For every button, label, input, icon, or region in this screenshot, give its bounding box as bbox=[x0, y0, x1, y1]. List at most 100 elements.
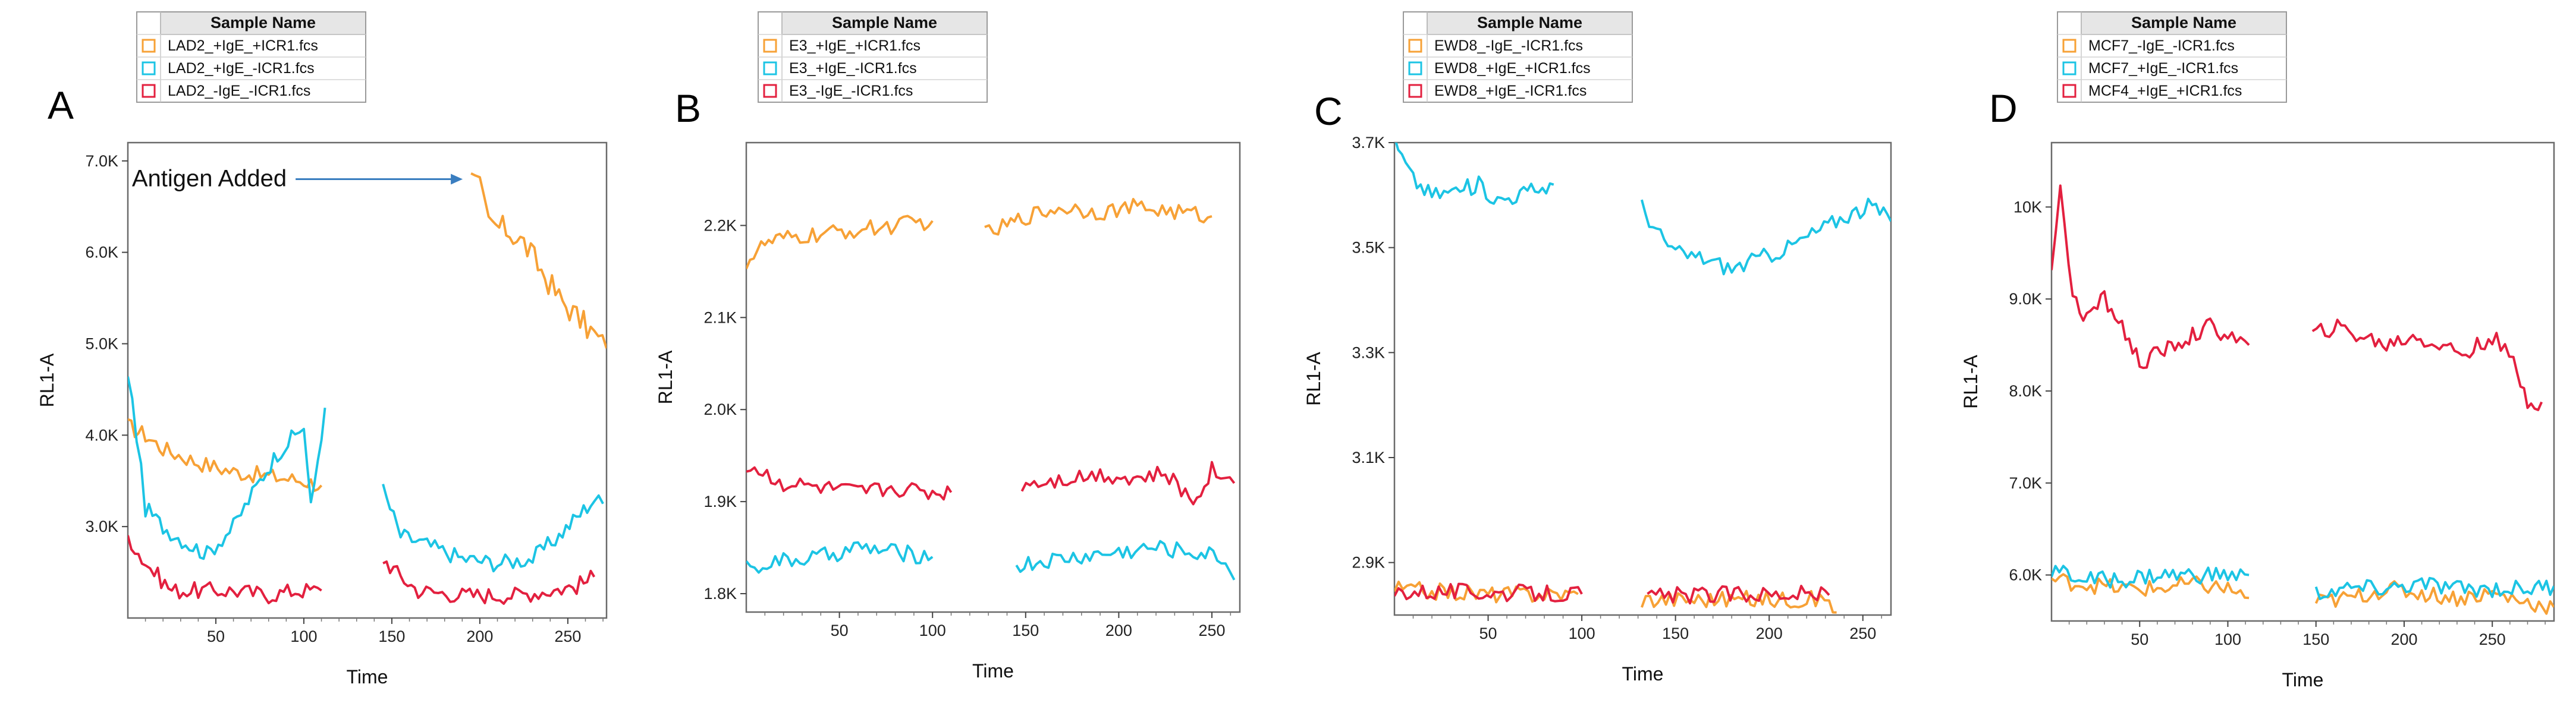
x-axis-label: Time bbox=[2282, 669, 2324, 691]
x-tick-label: 250 bbox=[1849, 625, 1876, 642]
series-line-cyan bbox=[1394, 143, 1554, 205]
legend-header: Sample Name bbox=[2131, 14, 2236, 31]
legend-swatch bbox=[142, 39, 156, 53]
y-tick-label: 10K bbox=[2013, 198, 2042, 216]
legend-entry: E3_+IgE_+ICR1.fcs bbox=[789, 37, 921, 54]
series-line-cyan bbox=[746, 541, 934, 574]
legend-swatch bbox=[1408, 39, 1422, 53]
legend-entry: E3_+IgE_-ICR1.fcs bbox=[789, 60, 917, 77]
plot-frame bbox=[1393, 141, 1892, 616]
x-tick-label: 250 bbox=[2479, 630, 2506, 648]
series-line-cyan bbox=[1640, 197, 1891, 276]
y-tick-label: 3.3K bbox=[1352, 343, 1385, 361]
y-axis-label: RL1-A bbox=[1303, 351, 1324, 405]
legend-entry: EWD8_+IgE_-ICR1.fcs bbox=[1434, 83, 1587, 99]
x-tick-label: 200 bbox=[1756, 625, 1783, 642]
y-tick-label: 6.0K bbox=[85, 244, 118, 261]
y-tick-label: 1.8K bbox=[703, 585, 737, 603]
legend-header-cell bbox=[160, 11, 366, 35]
panel-B: Sample Name E3_+IgE_+ICR1.fcs E3_+IgE_-ICR… bbox=[655, 11, 1241, 682]
legend-header: Sample Name bbox=[832, 14, 937, 31]
y-tick-label: 7.0K bbox=[85, 152, 118, 170]
y-tick-label: 4.0K bbox=[85, 426, 118, 444]
x-tick-label: 150 bbox=[1012, 622, 1039, 639]
legend-B: Sample Name E3_+IgE_+ICR1.fcs E3_+IgE_-ICR… bbox=[758, 11, 988, 103]
series-line-orange bbox=[2314, 580, 2554, 615]
legend-entry: MCF4_+IgE_+ICR1.fcs bbox=[2088, 83, 2242, 99]
y-tick-label: 3.0K bbox=[85, 518, 118, 535]
y-tick-label: 7.0K bbox=[2009, 474, 2042, 492]
annotation-arrowhead bbox=[451, 174, 463, 185]
panels-container: Sample Name LAD2_+IgE_+ICR1.fcs LAD2_+IgE_… bbox=[36, 11, 2555, 691]
legend-entry: EWD8_-IgE_-ICR1.fcs bbox=[1434, 37, 1583, 54]
y-tick-label: 2.0K bbox=[703, 401, 737, 418]
plot-frame bbox=[127, 141, 608, 619]
annotation-text: Antigen Added bbox=[132, 166, 287, 192]
panel-A: Sample Name LAD2_+IgE_+ICR1.fcs LAD2_+IgE_… bbox=[36, 11, 608, 688]
series-line-cyan bbox=[128, 376, 326, 560]
y-tick-label: 8.0K bbox=[2009, 382, 2042, 400]
series-line-red bbox=[1020, 461, 1236, 506]
legend-entry: MCF7_-IgE_-ICR1.fcs bbox=[2088, 37, 2235, 54]
y-tick-label: 3.5K bbox=[1352, 239, 1385, 257]
series-line-red bbox=[1394, 582, 1583, 603]
series-group bbox=[746, 198, 1236, 581]
series-line-cyan bbox=[2052, 565, 2250, 589]
panel-label: D bbox=[1989, 86, 2018, 130]
series-line-orange bbox=[2052, 573, 2250, 600]
x-tick-label: 100 bbox=[290, 628, 317, 645]
x-axis-label: Time bbox=[347, 666, 388, 688]
y-tick-label: 2.2K bbox=[703, 216, 737, 234]
legend-entry: E3_-IgE_-ICR1.fcs bbox=[789, 83, 913, 99]
y-tick-label: 2.1K bbox=[703, 308, 737, 326]
legend-entry: LAD2_-IgE_-ICR1.fcs bbox=[168, 83, 310, 99]
plot-frame bbox=[745, 141, 1241, 613]
x-tick-label: 100 bbox=[2214, 630, 2241, 648]
x-tick-label: 150 bbox=[2302, 630, 2329, 648]
panel-label: A bbox=[48, 83, 74, 127]
y-tick-label: 3.1K bbox=[1352, 449, 1385, 466]
legend-swatch bbox=[2062, 39, 2076, 53]
legend-swatch bbox=[142, 61, 156, 75]
legend-entry: MCF7_+IgE_-ICR1.fcs bbox=[2088, 60, 2238, 77]
legend-swatch bbox=[1408, 61, 1422, 75]
plot-frame bbox=[2050, 141, 2555, 622]
x-tick-label: 250 bbox=[1198, 622, 1225, 639]
series-line-red bbox=[746, 466, 953, 501]
series-line-red bbox=[2311, 319, 2543, 411]
legend-entry: LAD2_+IgE_-ICR1.fcs bbox=[168, 60, 315, 77]
legend-header: Sample Name bbox=[211, 14, 316, 31]
legend-header: Sample Name bbox=[1477, 14, 1582, 31]
panel-D: Sample Name MCF7_-IgE_-ICR1.fcs MCF7_+IgE_… bbox=[1960, 11, 2555, 691]
panel-label: C bbox=[1314, 89, 1343, 133]
series-line-cyan bbox=[1015, 540, 1236, 581]
legend-header-cell bbox=[2081, 11, 2287, 35]
x-tick-label: 250 bbox=[554, 628, 581, 645]
x-tick-label: 50 bbox=[1479, 625, 1497, 642]
series-line-orange bbox=[984, 198, 1212, 236]
legend-swatch bbox=[142, 84, 156, 98]
x-tick-label: 150 bbox=[378, 628, 405, 645]
y-tick-label: 1.9K bbox=[703, 493, 737, 510]
series-line-orange bbox=[128, 418, 323, 492]
y-tick-label: 6.0K bbox=[2009, 566, 2042, 584]
legend-D: Sample Name MCF7_-IgE_-ICR1.fcs MCF7_+IgE_… bbox=[2057, 11, 2287, 103]
series-line-red bbox=[2052, 184, 2250, 370]
y-tick-label: 3.7K bbox=[1352, 134, 1385, 152]
legend-swatch bbox=[1408, 84, 1422, 98]
series-line-cyan bbox=[2314, 576, 2554, 600]
series-line-cyan bbox=[382, 484, 604, 573]
x-tick-label: 200 bbox=[466, 628, 493, 645]
legend-C: Sample Name EWD8_-IgE_-ICR1.fcs EWD8_+IgE_… bbox=[1403, 11, 1633, 103]
series-line-orange bbox=[1641, 589, 1837, 614]
x-tick-label: 50 bbox=[831, 622, 849, 639]
legend-entry: LAD2_+IgE_+ICR1.fcs bbox=[168, 37, 318, 54]
panel-label: B bbox=[675, 86, 701, 130]
series-line-red bbox=[128, 535, 322, 604]
x-tick-label: 200 bbox=[1105, 622, 1132, 639]
x-tick-label: 100 bbox=[919, 622, 946, 639]
legend-entry: EWD8_+IgE_+ICR1.fcs bbox=[1434, 60, 1591, 77]
series-group bbox=[128, 172, 607, 605]
y-tick-label: 5.0K bbox=[85, 335, 118, 352]
